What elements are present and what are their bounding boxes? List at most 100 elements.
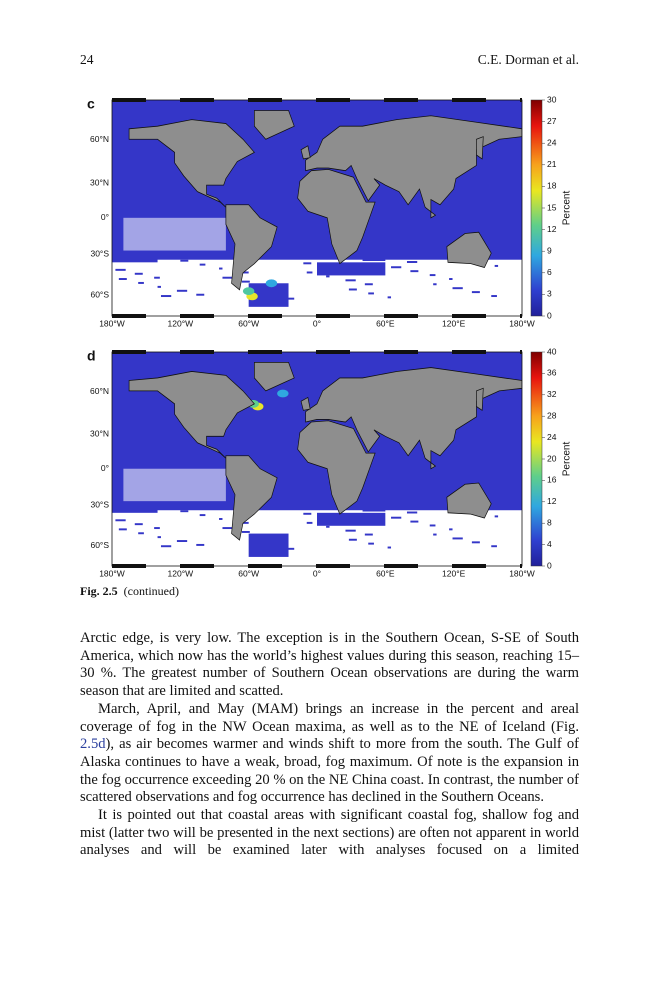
ocean-patch <box>406 511 418 514</box>
lat-label: 0° <box>101 463 109 473</box>
paragraph: March, April, and May (MAM) brings an in… <box>80 701 579 807</box>
ocean-patch <box>306 521 313 524</box>
ocean-patch <box>433 533 437 536</box>
figure-caption: Fig. 2.5 (continued) <box>80 584 179 599</box>
colorbar-tick-label: 36 <box>547 368 557 378</box>
ocean-patch <box>241 280 250 283</box>
ocean-patch <box>115 268 126 271</box>
ocean-patch <box>283 297 295 300</box>
lon-label: 120°W <box>168 318 194 328</box>
ocean-patch <box>154 527 160 530</box>
colorbar-tick-label: 32 <box>547 389 557 399</box>
ocean-patch <box>118 278 127 280</box>
colorbar-tick-label: 30 <box>547 94 557 104</box>
ocean-patch <box>306 271 313 274</box>
caption-text: (continued) <box>123 584 179 598</box>
lon-label: 180°W <box>509 568 535 578</box>
colorbar-tick-label: 3 <box>547 289 552 299</box>
ocean-coverage <box>248 283 289 307</box>
ocean-patch <box>180 259 189 262</box>
ocean-patch <box>138 532 144 535</box>
ocean-patch <box>134 523 143 526</box>
ocean-patch <box>345 529 356 532</box>
ocean-coverage <box>112 505 158 513</box>
colorbar-tick-label: 8 <box>547 517 552 527</box>
ocean-patch <box>345 279 356 282</box>
ocean-patch <box>134 272 143 275</box>
colorbar-tick-label: 12 <box>547 224 557 234</box>
ocean-patch <box>222 527 233 530</box>
caption-label: Fig. 2.5 <box>80 584 118 598</box>
colorbar <box>530 99 543 317</box>
ocean-patch <box>410 270 419 273</box>
lon-label: 180°W <box>99 568 125 578</box>
colorbar-tick-label: 28 <box>547 410 557 420</box>
colorbar-tick-label: 18 <box>547 181 557 191</box>
map <box>112 100 522 316</box>
lon-label: 120°E <box>442 568 466 578</box>
colorbar-tick-label: 24 <box>547 432 557 442</box>
ocean-patch <box>219 518 223 520</box>
colorbar-tick-label: 0 <box>547 310 552 320</box>
ocean-patch <box>176 289 188 292</box>
colorbar-tick-label: 20 <box>547 453 557 463</box>
paragraph: It is pointed out that coastal areas wit… <box>80 807 579 860</box>
ocean-patch <box>326 275 330 278</box>
ocean-patch <box>180 510 189 513</box>
lon-label: 120°W <box>168 568 194 578</box>
ocean-patch <box>115 519 126 522</box>
ocean-patch <box>433 283 437 286</box>
text-run: It is pointed out that coastal areas wit… <box>80 807 579 859</box>
ocean-patch <box>452 537 463 540</box>
colorbar-tick-label: 9 <box>547 245 552 255</box>
sparse-area <box>453 270 511 281</box>
colorbar-tick-label: 24 <box>547 137 557 147</box>
ocean-coverage <box>362 254 386 262</box>
lon-label: 180°W <box>509 318 535 328</box>
ocean-patch <box>471 291 480 294</box>
ocean-patch <box>118 528 127 531</box>
colorbar-tick-label: 40 <box>547 346 557 356</box>
ocean-patch <box>283 547 295 550</box>
colorbar-tick-label: 16 <box>547 475 557 485</box>
sparse-area <box>123 468 226 502</box>
sparse-area <box>453 520 511 531</box>
ocean-patch <box>452 287 463 290</box>
ocean-patch <box>387 296 392 299</box>
lat-label: 30°S <box>90 249 109 259</box>
ocean-patch <box>326 525 330 528</box>
ocean-patch <box>303 512 312 515</box>
ocean-patch <box>196 293 205 296</box>
ocean-patch <box>364 533 373 536</box>
map <box>112 352 522 566</box>
ocean-coverage <box>112 254 158 263</box>
text-run: March, April, and May (MAM) brings an in… <box>80 700 579 735</box>
ocean-patch <box>199 514 206 517</box>
ocean-patch <box>429 274 436 277</box>
ocean-patch <box>222 276 233 279</box>
ocean-patch <box>471 541 480 544</box>
map-panel: d 60°N 30°N 0° 30°S 60°S 180°W 120°W 60°W 0° 60°E 1… <box>87 346 573 578</box>
panel-label: d <box>87 348 96 364</box>
ocean-patch <box>157 536 161 539</box>
ocean-patch <box>494 264 499 267</box>
lon-label: 180°W <box>99 318 125 328</box>
body-text: Arctic edge, is very low. The exception … <box>80 630 579 860</box>
figure-reference[interactable]: 2.5d <box>80 736 106 753</box>
ocean-patch <box>157 285 161 288</box>
page-number: 24 <box>80 52 94 67</box>
ocean-patch <box>160 295 172 298</box>
ocean-patch <box>406 261 418 263</box>
ocean-patch <box>491 295 497 298</box>
lon-label: 0° <box>313 318 321 328</box>
colorbar-tick-label: 27 <box>547 116 557 126</box>
ocean-patch <box>199 263 206 266</box>
lat-label: 30°N <box>90 429 109 439</box>
ocean-patch <box>368 542 374 545</box>
lat-label: 60°S <box>90 540 109 550</box>
ocean-patch <box>154 276 160 279</box>
ocean-patch <box>387 546 392 549</box>
running-head: C.E. Dorman et al. <box>477 52 579 67</box>
ocean-coverage <box>317 262 386 276</box>
ocean-patch <box>303 262 312 265</box>
